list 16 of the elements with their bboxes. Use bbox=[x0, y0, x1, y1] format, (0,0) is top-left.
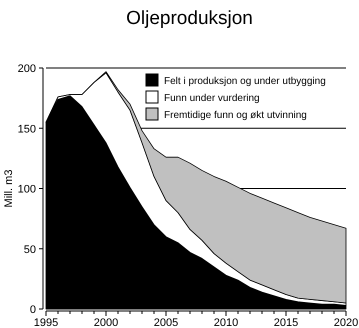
x-tick-label: 2000 bbox=[94, 317, 118, 328]
x-tick-label: 2005 bbox=[154, 317, 178, 328]
y-tick-label: 0 bbox=[30, 304, 36, 316]
x-tick-label: 1995 bbox=[34, 317, 58, 328]
x-tick-label: 2015 bbox=[274, 317, 298, 328]
y-axis-title: Mill. m3 bbox=[3, 170, 15, 208]
y-tick-label: 100 bbox=[18, 184, 36, 196]
x-tick-label: 2010 bbox=[214, 317, 238, 328]
chart-title: Oljeproduksjon bbox=[126, 8, 253, 29]
legend-label: Fremtidige funn og økt utvinning bbox=[164, 110, 307, 121]
legend-label: Felt i produksjon og under utbygging bbox=[164, 76, 326, 87]
y-tick-label: 50 bbox=[24, 244, 36, 256]
y-tick-label: 150 bbox=[18, 123, 36, 136]
legend-label: Funn under vurdering bbox=[164, 93, 260, 104]
x-tick-label: 2020 bbox=[334, 317, 358, 328]
y-tick-label: 200 bbox=[18, 63, 36, 75]
